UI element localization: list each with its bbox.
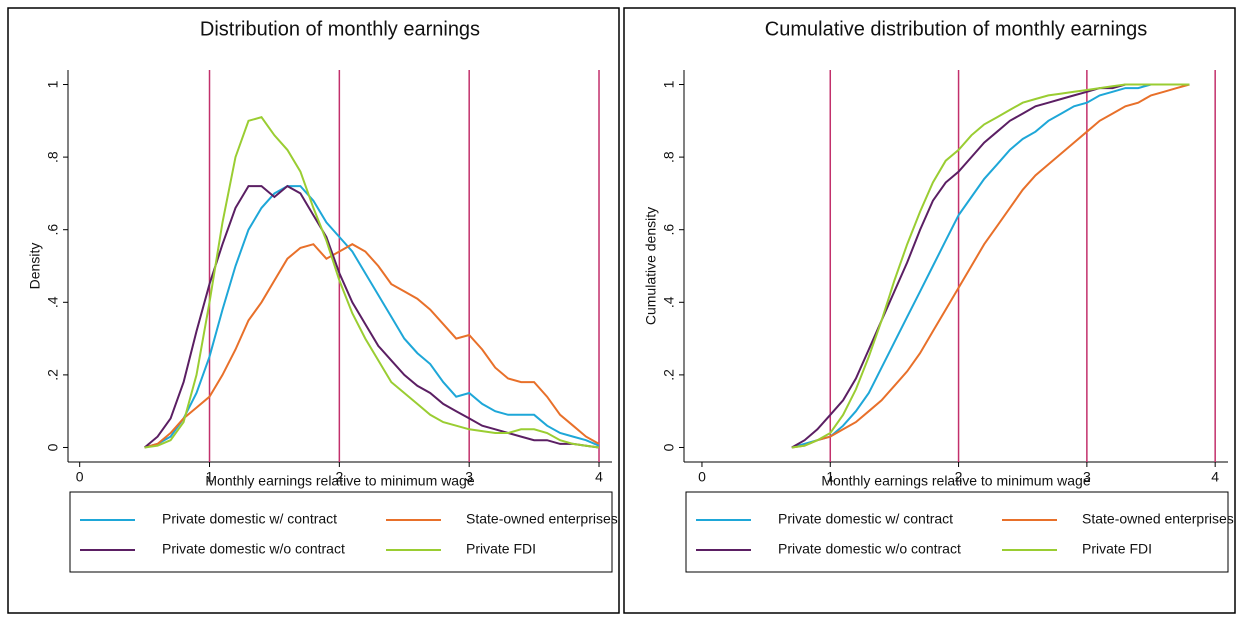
y-tick-label: 0 — [45, 443, 61, 451]
y-tick-label: .4 — [661, 296, 677, 308]
x-tick-label: 0 — [698, 469, 706, 485]
series-line — [791, 83, 1190, 449]
y-tick-label: .8 — [45, 151, 61, 163]
panel: Distribution of monthly earnings 0 .2 .4 .6.… — [7, 7, 620, 614]
chart-title: Cumulative distribution of monthly earni… — [765, 18, 1147, 40]
legend-box — [69, 491, 613, 573]
chart-title: Distribution of monthly earnings — [200, 18, 480, 40]
y-tick-label: .8 — [661, 151, 677, 163]
y-tick-label: .2 — [45, 369, 61, 381]
series-line — [791, 83, 1190, 449]
legend-label: Private FDI — [1082, 541, 1152, 557]
x-tick-label: 1 — [206, 469, 214, 485]
x-tick-label: 0 — [76, 469, 84, 485]
x-tick-label: 2 — [955, 469, 963, 485]
legend-label: Private domestic w/ contract — [162, 511, 337, 527]
y-tick-label: .6 — [45, 224, 61, 236]
x-tick-label: 1 — [826, 469, 834, 485]
y-tick-label: .4 — [45, 296, 61, 308]
y-tick-label: 1 — [45, 80, 61, 88]
legend-label: Private domestic w/o contract — [778, 541, 961, 557]
series-line — [791, 83, 1190, 449]
panel: Cumulative distribution of monthly earni… — [623, 7, 1236, 614]
y-axis-label: Density — [27, 243, 43, 290]
x-tick-label: 3 — [1083, 469, 1091, 485]
y-tick-label: 0 — [661, 443, 677, 451]
x-tick-label: 3 — [465, 469, 473, 485]
y-tick-label: .6 — [661, 224, 677, 236]
series-line — [791, 83, 1190, 449]
series-line — [143, 184, 600, 449]
legend-label: State-owned enterprises — [1082, 511, 1234, 527]
x-axis-label: Monthly earnings relative to minimum wag… — [821, 473, 1090, 489]
series-line — [144, 116, 600, 449]
panel-border — [623, 7, 1236, 614]
legend-label: Private domestic w/ contract — [778, 511, 953, 527]
legend-box — [685, 491, 1229, 573]
y-axis-label: Cumulative density — [643, 207, 659, 325]
legend-label: Private domestic w/o contract — [162, 541, 345, 557]
legend-label: Private FDI — [466, 541, 536, 557]
legend-label: State-owned enterprises — [466, 511, 618, 527]
x-tick-label: 4 — [1211, 469, 1219, 485]
series-line — [144, 243, 600, 449]
y-tick-label: .2 — [661, 369, 677, 381]
y-tick-label: 1 — [661, 80, 677, 88]
x-tick-label: 4 — [595, 469, 603, 485]
x-axis-label: Monthly earnings relative to minimum wag… — [205, 473, 474, 489]
panel-border — [7, 7, 620, 614]
series-line — [144, 185, 600, 449]
x-tick-label: 2 — [335, 469, 343, 485]
